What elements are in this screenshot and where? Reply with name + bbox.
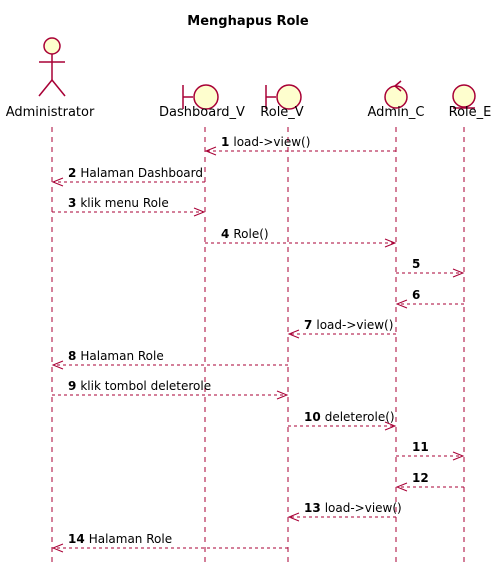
arrowhead-icon xyxy=(452,451,465,461)
message-2: 2 Halaman Dashboard xyxy=(51,166,205,187)
participant-admin_c: Admin_C xyxy=(367,80,425,120)
participant-label-dash: Dashboard_V xyxy=(159,105,245,120)
arrowhead-icon xyxy=(276,390,289,400)
message-label: 10 deleterole() xyxy=(304,410,395,424)
message-number: 1 xyxy=(221,135,229,149)
participant-admin: Administrator xyxy=(6,37,95,120)
message-label: 14 Halaman Role xyxy=(68,532,172,546)
message-10: 10 deleterole() xyxy=(288,410,397,431)
message-label: 4 Role() xyxy=(221,227,269,241)
boundary-icon xyxy=(265,84,302,110)
actor-icon xyxy=(38,37,66,97)
messages: 1 load->view() 2 Halaman Dashboard 3 klik men… xyxy=(51,135,465,553)
message-text: klik menu Role xyxy=(80,196,168,210)
arrowhead-icon xyxy=(395,299,408,309)
message-text: load->view() xyxy=(316,318,393,332)
arrowhead-icon xyxy=(51,177,64,187)
message-number: 8 xyxy=(68,349,76,363)
message-number: 5 xyxy=(412,257,420,271)
arrowhead-icon xyxy=(51,360,64,370)
entity-icon xyxy=(452,84,476,109)
message-label: 1 load->view() xyxy=(221,135,310,149)
message-text: klik tombol deleterole xyxy=(80,379,211,393)
lifelines xyxy=(51,127,465,565)
message-label: 2 Halaman Dashboard xyxy=(68,166,203,180)
message-number: 6 xyxy=(412,288,420,302)
participant-label-role_v: Role_V xyxy=(260,105,304,120)
message-14: 14 Halaman Role xyxy=(51,532,288,553)
message-number: 4 xyxy=(221,227,229,241)
participant-role_e: Role_E xyxy=(449,84,492,120)
participant-dash: Dashboard_V xyxy=(159,84,245,120)
arrowhead-icon xyxy=(193,207,206,217)
message-label: 12 xyxy=(412,471,429,485)
message-text: Halaman Role xyxy=(89,532,172,546)
message-number: 9 xyxy=(68,379,76,393)
message-7: 7 load->view() xyxy=(287,318,396,339)
message-text: Halaman Dashboard xyxy=(80,166,203,180)
message-number: 7 xyxy=(304,318,312,332)
arrowhead-icon xyxy=(395,482,408,492)
message-5: 5 xyxy=(396,257,465,278)
participants: Administrator Dashboard_V Role_V Admin_C Rol… xyxy=(6,37,492,120)
message-number: 3 xyxy=(68,196,76,210)
participant-label-admin_c: Admin_C xyxy=(367,105,424,120)
message-number: 10 xyxy=(304,410,321,424)
message-3: 3 klik menu Role xyxy=(52,196,206,217)
message-6: 6 xyxy=(395,288,464,309)
message-11: 11 xyxy=(396,440,465,461)
message-label: 8 Halaman Role xyxy=(68,349,164,363)
message-text: Role() xyxy=(233,227,268,241)
message-13: 13 load->view() xyxy=(287,501,402,522)
message-1: 1 load->view() xyxy=(204,135,396,156)
message-number: 12 xyxy=(412,471,429,485)
arrowhead-icon xyxy=(204,146,217,156)
diagram-title: Menghapus Role xyxy=(187,14,309,29)
message-number: 14 xyxy=(68,532,85,546)
boundary-icon xyxy=(182,84,219,110)
message-label: 7 load->view() xyxy=(304,318,393,332)
message-label: 13 load->view() xyxy=(304,501,402,515)
message-text: deleterole() xyxy=(325,410,395,424)
message-label: 9 klik tombol deleterole xyxy=(68,379,211,393)
message-8: 8 Halaman Role xyxy=(51,349,288,370)
message-text: load->view() xyxy=(233,135,310,149)
message-text: load->view() xyxy=(325,501,402,515)
control-icon xyxy=(384,80,408,109)
arrowhead-icon xyxy=(287,329,300,339)
arrowhead-icon xyxy=(384,238,397,248)
participant-label-admin: Administrator xyxy=(6,105,95,120)
message-number: 2 xyxy=(68,166,76,180)
message-label: 3 klik menu Role xyxy=(68,196,169,210)
message-label: 11 xyxy=(412,440,429,454)
arrowhead-icon xyxy=(287,512,300,522)
arrowhead-icon xyxy=(51,543,64,553)
message-text: Halaman Role xyxy=(80,349,163,363)
message-12: 12 xyxy=(395,471,464,492)
arrowhead-icon xyxy=(384,421,397,431)
message-label: 5 xyxy=(412,257,420,271)
arrowhead-icon xyxy=(452,268,465,278)
participant-role_v: Role_V xyxy=(260,84,304,120)
message-number: 11 xyxy=(412,440,429,454)
message-4: 4 Role() xyxy=(205,227,397,248)
participant-label-role_e: Role_E xyxy=(449,105,492,120)
message-number: 13 xyxy=(304,501,321,515)
message-9: 9 klik tombol deleterole xyxy=(52,379,289,400)
message-label: 6 xyxy=(412,288,420,302)
